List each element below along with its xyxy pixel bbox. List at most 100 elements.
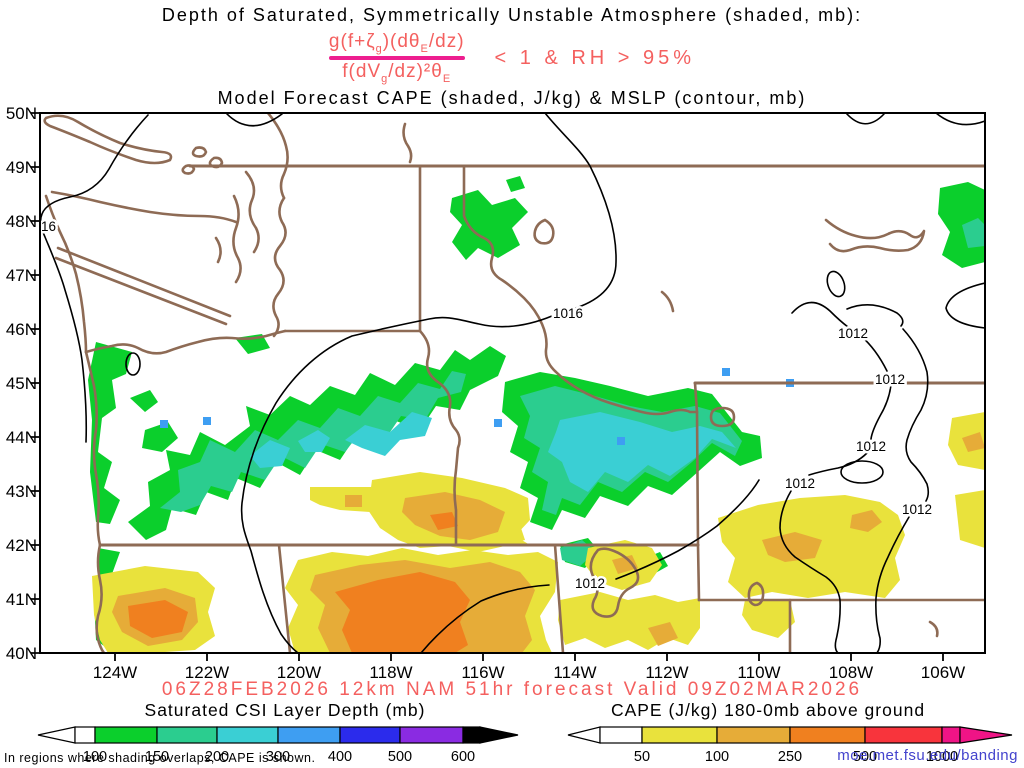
csi-legend-title: Saturated CSI Layer Depth (mb) — [145, 700, 426, 720]
formula-denominator: f(dVg/dz)²θE — [342, 61, 452, 85]
csi-tick-400: 400 — [328, 749, 352, 765]
coast-channel-lines — [54, 246, 232, 326]
contour-label-1012-e: 1012 — [902, 502, 932, 517]
cape-tick-250: 250 — [778, 749, 802, 765]
csi-colorbar — [37, 726, 519, 744]
formula-numerator: g(f+ζg)(dθE/dz) — [328, 31, 465, 55]
geography-borders — [43, 113, 985, 653]
yellowstone-lake — [709, 406, 736, 428]
cape-tick-100: 100 — [705, 749, 729, 765]
cape-colorbar-segment-100 — [716, 726, 791, 744]
border-wy-west — [693, 381, 701, 602]
forecast-valid-line: 06Z28FEB2026 12km NAM 51hr forecast Vali… — [161, 679, 863, 700]
map-shading-layer — [88, 176, 985, 653]
csi-shading-cyan — [250, 412, 736, 492]
contour-1012-idaho-e — [615, 479, 760, 580]
formula-fraction: g(f+ζg)(dθE/dz) f(dVg/dz)²θE — [328, 31, 465, 85]
cape-colorbar-left-arrow — [567, 726, 601, 744]
olympic-coast — [44, 194, 88, 354]
contour-coastal-1016 — [40, 114, 149, 443]
border-id-mt — [462, 164, 699, 416]
contour-label-16: 16 — [41, 219, 56, 234]
lake-koocanusa — [402, 122, 413, 164]
cape-colorbar-segment-500 — [864, 726, 943, 744]
cape-colorbar-segment-250 — [789, 726, 866, 744]
lat-label-40n: 40N — [6, 644, 37, 663]
coastline-mainland-bc — [266, 113, 289, 200]
puget-sound-branch2 — [232, 194, 242, 284]
contour-1012-c — [870, 384, 892, 440]
cape-colorbar-right-arrow — [959, 726, 1013, 744]
lat-label-42n: 42N — [6, 536, 37, 555]
csi-colorbar-left-arrow — [37, 726, 76, 744]
lon-label-120w: 120W — [277, 663, 321, 682]
cape-colorbar-below-min — [599, 726, 643, 744]
csi-tick-500: 500 — [388, 749, 412, 765]
lat-label-49n: 49N — [6, 158, 37, 177]
cape-colorbar-above-max — [941, 726, 961, 744]
lat-label-45n: 45N — [6, 374, 37, 393]
site-link[interactable]: moe.met.fsu.edu/banding — [837, 747, 1018, 764]
puget-sound-branch3 — [214, 236, 222, 264]
coastline-or-ca — [84, 350, 106, 653]
cape-legend-title: CAPE (J/kg) 180-0mb above ground — [611, 700, 925, 720]
contour-top-arc-far-right — [935, 113, 985, 126]
lat-label-50n: 50N — [6, 104, 37, 123]
lat-label-41n: 41N — [6, 590, 37, 609]
csi-colorbar-segment-400 — [339, 726, 401, 744]
csi-colorbar-below-min — [74, 726, 96, 744]
csi-colorbar-segment-300 — [277, 726, 341, 744]
idaho-lake-dash — [660, 290, 675, 313]
csi-formula: g(f+ζg)(dθE/dz) f(dVg/dz)²θE < 1 & RH > … — [0, 28, 1024, 88]
contour-small-oval-oregon — [125, 352, 141, 376]
contour-1012-idaho-w — [420, 584, 550, 653]
contour-1016-upper — [544, 113, 617, 309]
lon-label-116w: 116W — [461, 663, 504, 682]
contour-1012-crescent — [846, 304, 904, 327]
cape-colorbar-segment-50 — [641, 726, 718, 744]
csi-colorbar-ticks: 100 150 200 300 400 500 600 — [83, 749, 475, 765]
csi-colorbar-segment-150 — [156, 726, 218, 744]
montana-river — [824, 218, 926, 253]
contour-1012-a — [791, 301, 849, 328]
csi-tick-200: 200 — [205, 749, 229, 765]
contour-label-1012-b: 1012 — [875, 372, 905, 387]
overlap-note: In regions where shading overlaps, CAPE … — [4, 751, 316, 765]
lon-label-122w: 122W — [185, 663, 229, 682]
contour-1012-east — [902, 328, 930, 502]
columbia-river — [84, 329, 287, 355]
contour-label-1012-f: 1012 — [575, 576, 605, 591]
coastline-islets — [181, 146, 224, 175]
formula-condition: < 1 & RH > 95% — [494, 46, 696, 69]
contour-top-u-right — [845, 113, 885, 125]
cape-colorbar-ticks: 50 100 250 500 1000 — [634, 749, 958, 765]
strait-south-shore — [50, 190, 238, 224]
flathead-lake — [533, 218, 555, 245]
lon-axis: 124W 122W 120W 118W 116W 114W 112W 110W … — [93, 663, 965, 682]
contour-top-left-u — [225, 113, 283, 127]
cape-tick-1000: 1000 — [926, 749, 958, 765]
cape-colorbar — [567, 726, 1013, 744]
bear-lake — [747, 581, 765, 607]
subtitle: Model Forecast CAPE (shaded, J/kg) & MSL… — [217, 88, 807, 108]
contour-1012-d — [808, 452, 868, 476]
contour-1012-e — [779, 490, 841, 653]
csi-colorbar-segment-100 — [94, 726, 158, 744]
contour-label-group: 16 1016 1012 1012 1012 1012 1012 1012 — [39, 217, 935, 594]
lon-label-118w: 118W — [369, 663, 412, 682]
lon-label-108w: 108W — [829, 663, 873, 682]
border-ca-nv — [277, 543, 292, 653]
contour-1012-oval — [840, 460, 884, 484]
great-salt-lake — [589, 547, 640, 618]
lon-label-110w: 110W — [737, 663, 780, 682]
border-nv-ut — [553, 543, 565, 653]
csi-tick-600: 600 — [451, 749, 475, 765]
csi-tick-300: 300 — [266, 749, 290, 765]
contour-label-1012-d: 1012 — [785, 476, 815, 491]
lat-label-43n: 43N — [6, 482, 37, 501]
lat-axis: 50N 49N 48N 47N 46N 45N 44N 43N 42N 41N … — [6, 104, 37, 663]
lat-label-47n: 47N — [6, 266, 37, 285]
mslp-contours — [40, 113, 985, 653]
